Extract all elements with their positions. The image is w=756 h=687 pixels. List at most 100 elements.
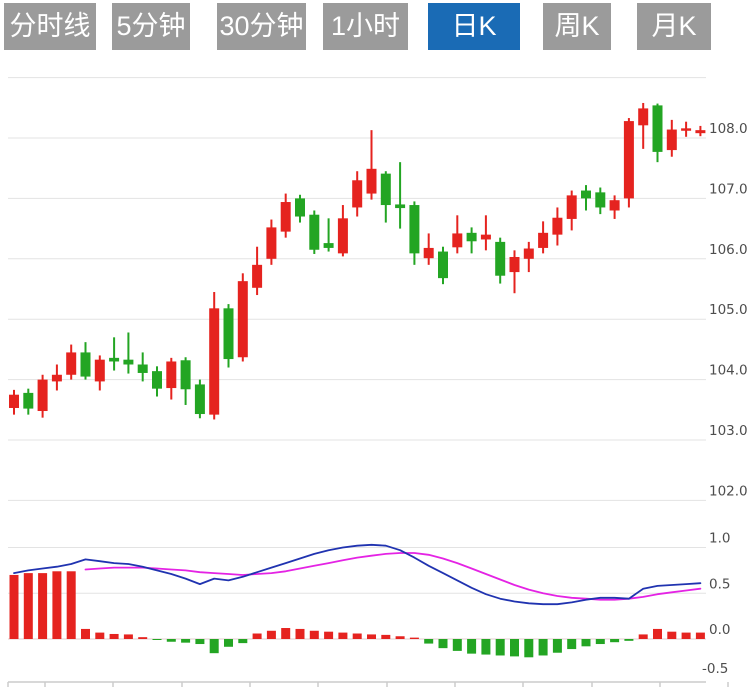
macd-histogram-bar xyxy=(624,639,634,641)
macd-histogram-bar xyxy=(123,634,133,639)
candle-body xyxy=(123,359,134,365)
dif-line xyxy=(13,543,702,606)
candle-wick xyxy=(127,332,130,374)
candle-body xyxy=(666,129,677,151)
macd-histogram-bar xyxy=(224,639,233,647)
macd-histogram-bar xyxy=(352,633,362,639)
candle-body xyxy=(638,108,649,126)
candle-body xyxy=(438,251,448,279)
candle-wick xyxy=(327,218,330,252)
macd-histogram-bar xyxy=(95,632,105,639)
macd-histogram-bar xyxy=(66,571,76,639)
candle-body xyxy=(94,359,105,382)
candle-body xyxy=(309,214,320,250)
macd-histogram-bar xyxy=(324,631,334,639)
tab-monthly-k[interactable]: 月K xyxy=(637,3,711,50)
tab-5min[interactable]: 5分钟 xyxy=(112,3,190,50)
macd-histogram-bar xyxy=(109,633,119,639)
candle-body xyxy=(523,248,534,259)
macd-histogram-bar xyxy=(667,631,677,639)
candle-body xyxy=(409,205,420,254)
macd-histogram-bar xyxy=(309,630,319,639)
price-axis-label: 107.0 xyxy=(709,181,748,197)
candle-body xyxy=(323,243,334,248)
macd-histogram-bar xyxy=(138,637,148,639)
candle-body xyxy=(352,180,363,208)
candle-body xyxy=(66,352,77,375)
tab-weekly-k[interactable]: 周K xyxy=(543,3,611,50)
macd-histogram-bar xyxy=(424,639,434,644)
dea-line xyxy=(84,552,702,601)
macd-axis-label: 1.0 xyxy=(709,531,730,547)
candle-body xyxy=(380,173,391,206)
candle-body xyxy=(295,198,305,217)
candle-body xyxy=(266,227,277,259)
candle-body xyxy=(581,190,591,199)
candle-body xyxy=(466,232,477,242)
macd-histogram-bar xyxy=(295,628,305,639)
price-axis-label: 103.0 xyxy=(709,423,748,439)
macd-histogram-bar xyxy=(581,639,591,647)
candle-body xyxy=(252,264,263,288)
candle-body xyxy=(395,204,406,209)
tab-time-share[interactable]: 分时线 xyxy=(4,3,96,50)
candle-body xyxy=(37,379,48,412)
price-axis-label: 102.0 xyxy=(709,483,748,499)
candle-body xyxy=(280,202,291,232)
candle-body xyxy=(695,130,706,134)
candle-body xyxy=(652,105,663,152)
candle-wick xyxy=(370,130,373,200)
macd-histogram-bar xyxy=(81,628,90,639)
candle-wick xyxy=(484,215,487,251)
candle-body xyxy=(237,281,248,358)
macd-histogram-bar xyxy=(567,639,577,650)
candle-body xyxy=(552,217,563,235)
tab-1hour[interactable]: 1小时 xyxy=(323,3,408,50)
macd-histogram-bar xyxy=(266,630,276,639)
macd-histogram-bar xyxy=(695,632,705,639)
macd-histogram-bar xyxy=(52,571,62,639)
candle-body xyxy=(109,357,120,362)
candle-body xyxy=(566,195,577,219)
macd-histogram-bar xyxy=(467,639,477,654)
candle-wick xyxy=(399,162,402,229)
candle-body xyxy=(80,352,91,377)
macd-histogram-bar xyxy=(152,639,162,640)
macd-histogram-bar xyxy=(195,639,205,645)
macd-histogram-bar xyxy=(252,633,262,639)
price-axis-label: 105.0 xyxy=(709,302,748,318)
macd-histogram-bar xyxy=(381,634,391,639)
price-axis-label: 106.0 xyxy=(709,242,748,258)
macd-axis-label: 0.5 xyxy=(709,576,730,592)
candle-body xyxy=(423,247,434,259)
macd-histogram-bar xyxy=(281,628,291,639)
macd-histogram-bar xyxy=(638,634,648,639)
tab-30min[interactable]: 30分钟 xyxy=(217,3,306,50)
macd-histogram-bar xyxy=(481,639,491,655)
tab-daily-k[interactable]: 日K xyxy=(428,3,520,50)
macd-histogram-bar xyxy=(681,632,691,639)
macd-histogram-bar xyxy=(495,639,505,656)
macd-axis-label: 0.0 xyxy=(709,622,730,638)
candle-body xyxy=(9,394,19,408)
macd-histogram-bar xyxy=(524,639,534,658)
candle-body xyxy=(623,121,634,199)
candle-body xyxy=(337,218,348,254)
macd-histogram-bar xyxy=(552,639,562,653)
candle-body xyxy=(452,233,463,248)
price-axis-label: 104.0 xyxy=(709,363,748,379)
macd-histogram-bar xyxy=(166,639,176,642)
macd-histogram-bar xyxy=(610,639,620,643)
candle-body xyxy=(166,361,177,389)
candle-body xyxy=(538,232,549,248)
macd-histogram-bar xyxy=(9,574,19,639)
interval-tab-bar: 分时线 5分钟 30分钟 1小时 日K 周K 月K xyxy=(0,0,756,56)
macd-histogram-bar xyxy=(438,639,448,649)
candle-body xyxy=(180,360,191,390)
macd-histogram-bar xyxy=(38,573,48,639)
candle-body xyxy=(366,168,377,194)
macd-histogram-bar xyxy=(409,637,419,639)
macd-histogram-bar xyxy=(238,639,248,644)
